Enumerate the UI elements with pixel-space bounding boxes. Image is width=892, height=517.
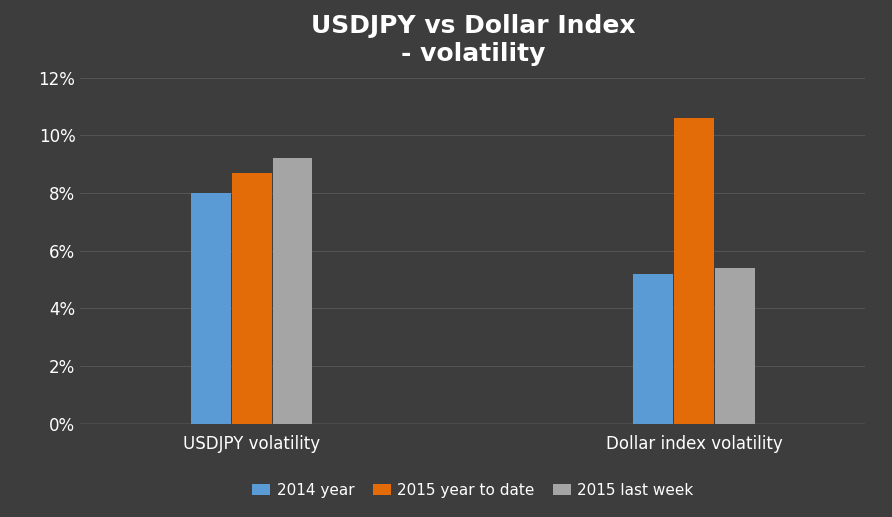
Bar (273, 158, 312, 424)
Title: USDJPY vs Dollar Index
- volatility: USDJPY vs Dollar Index - volatility (310, 14, 635, 66)
Legend: 2014 year, 2015 year to date, 2015 last week: 2014 year, 2015 year to date, 2015 last … (246, 477, 699, 504)
Bar (232, 173, 271, 424)
Bar (714, 268, 755, 424)
Bar (191, 193, 231, 424)
Bar (674, 118, 714, 424)
Bar (633, 274, 673, 424)
